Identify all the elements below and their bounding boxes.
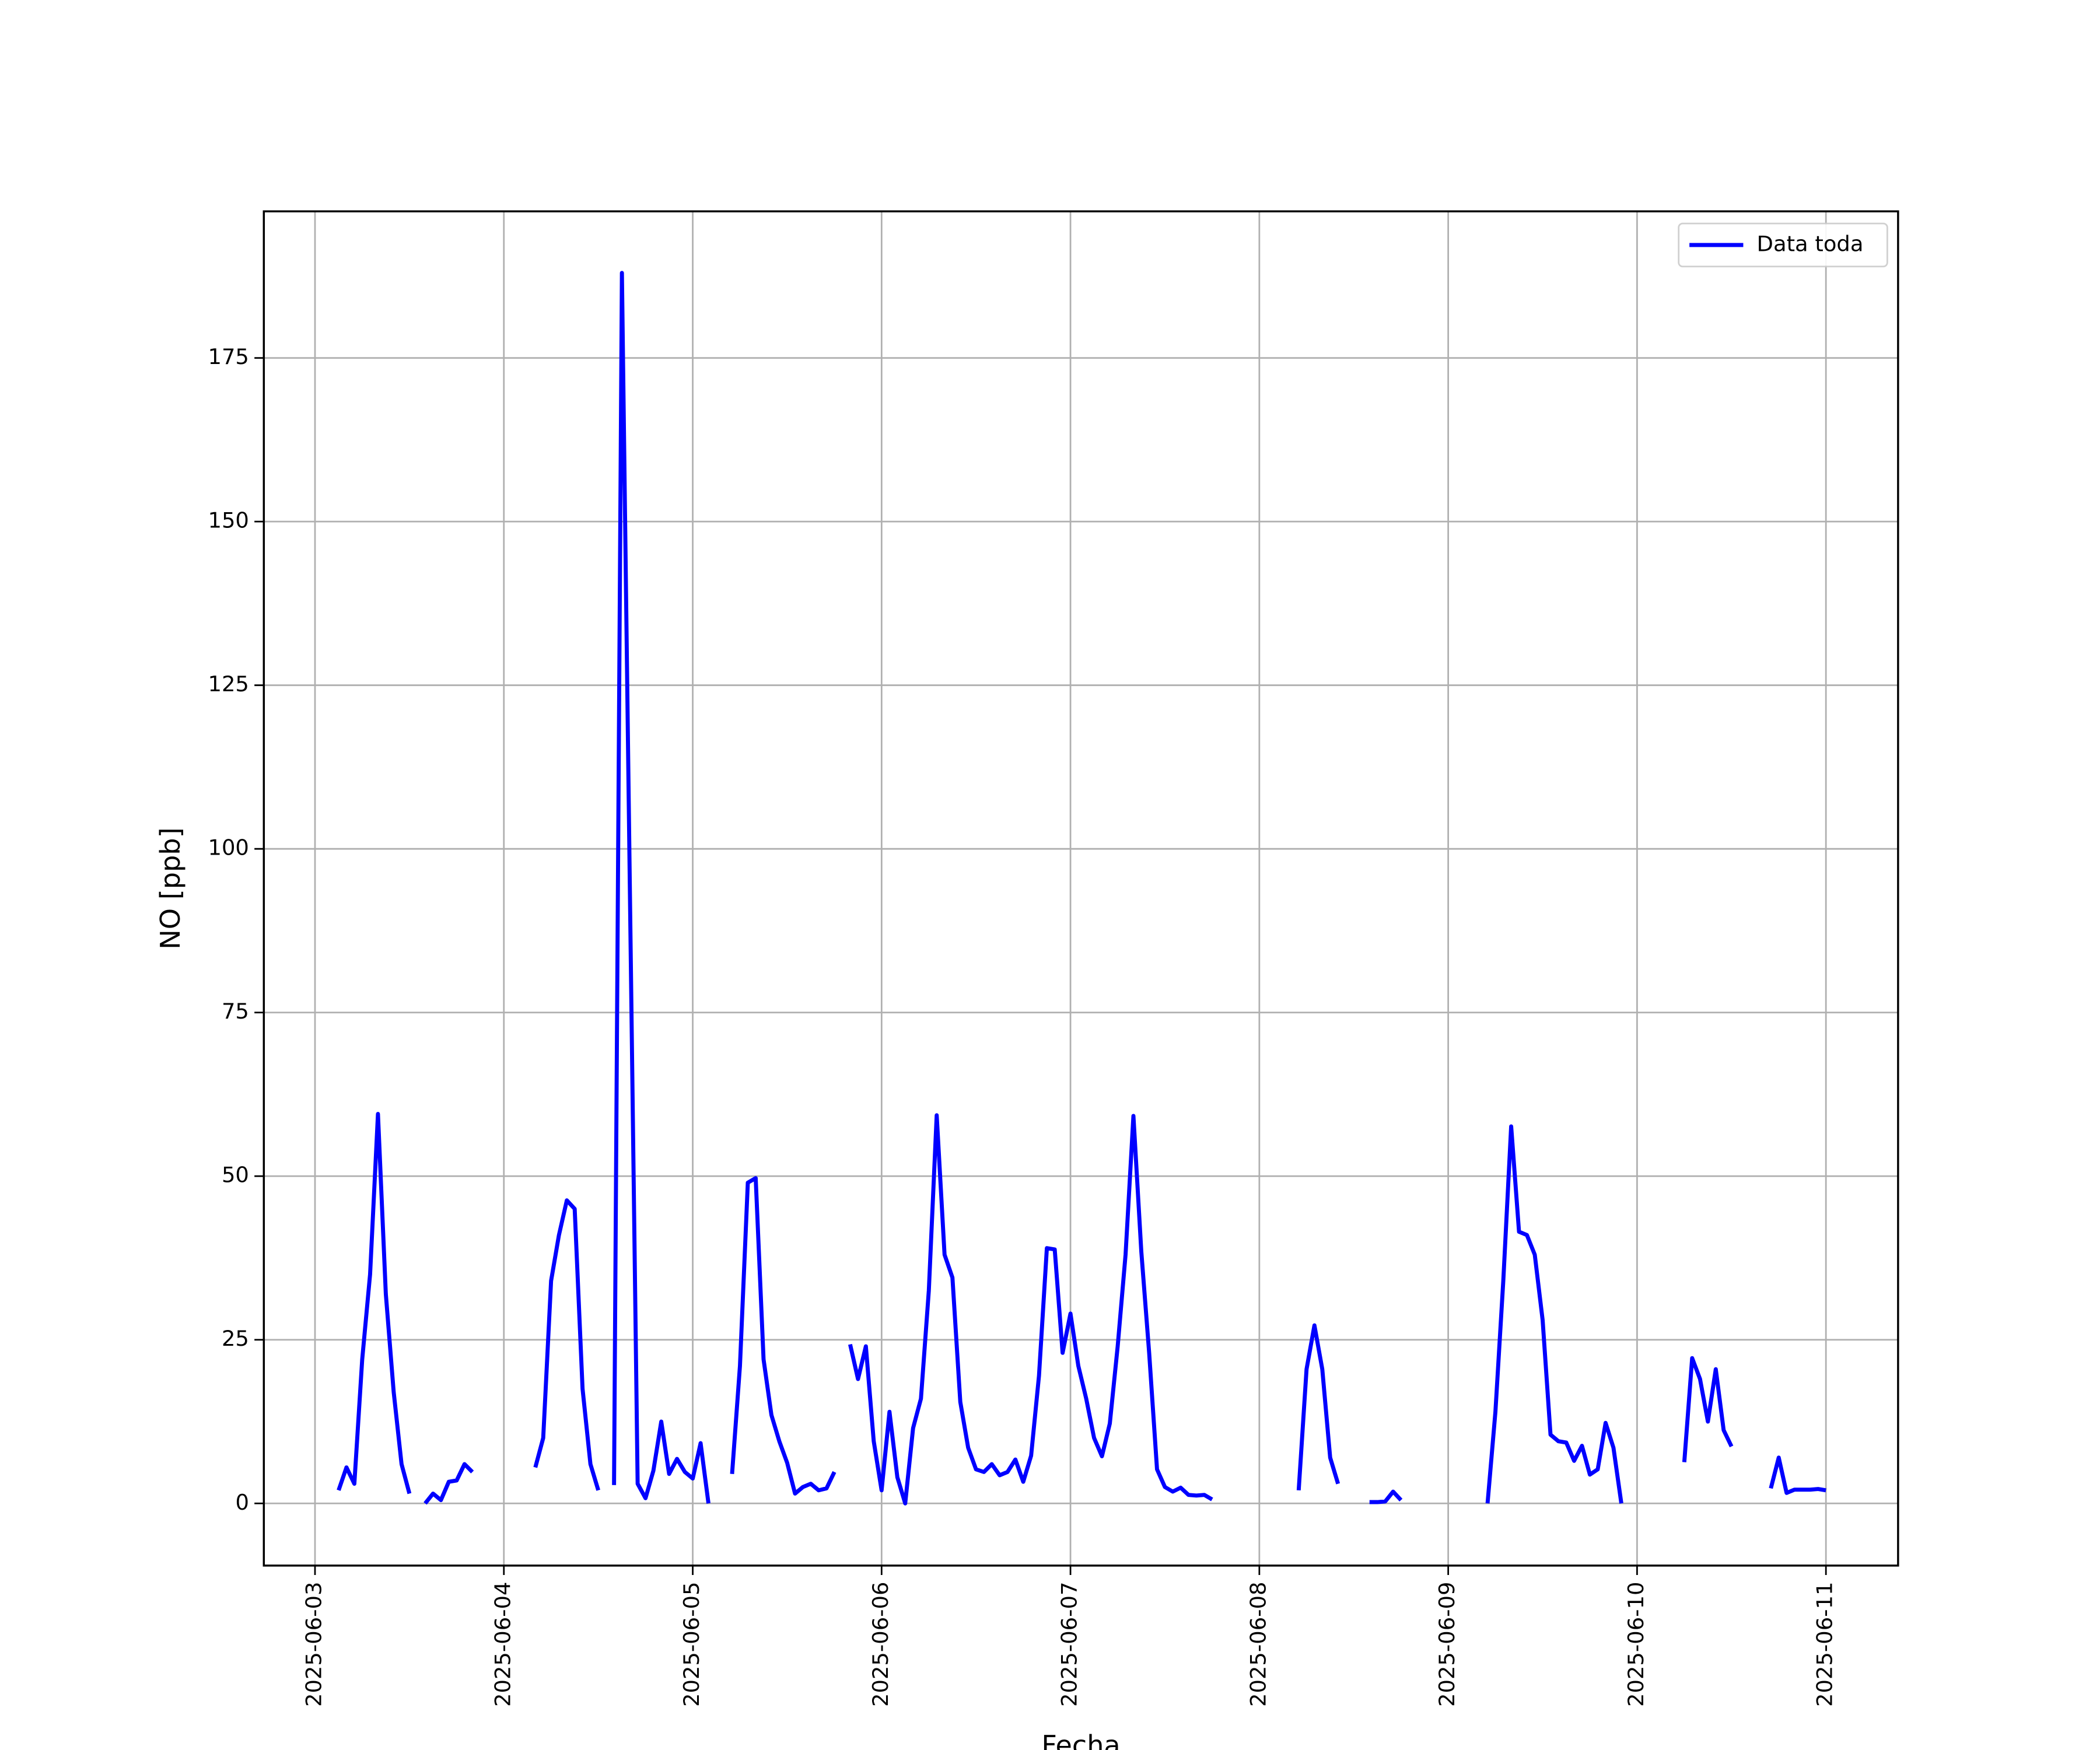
y-axis-label: NO [ppb] bbox=[155, 827, 186, 949]
x-axis-label: Fecha bbox=[1041, 1730, 1120, 1750]
x-tick-label: 2025-06-09 bbox=[1434, 1582, 1460, 1707]
x-tick-label: 2025-06-04 bbox=[490, 1582, 515, 1707]
y-tick-label: 50 bbox=[222, 1163, 249, 1188]
data-line bbox=[337, 271, 1826, 1506]
x-tick-label: 2025-06-08 bbox=[1245, 1582, 1270, 1707]
legend-box bbox=[1678, 222, 1888, 268]
y-tick-label: 0 bbox=[235, 1490, 249, 1515]
legend: Data toda bbox=[1678, 222, 1888, 268]
x-tick-label: 2025-06-03 bbox=[301, 1582, 326, 1707]
x-tick-label: 2025-06-06 bbox=[868, 1582, 893, 1707]
y-tick-label: 125 bbox=[208, 671, 249, 696]
legend-label: Data toda bbox=[1757, 232, 1864, 257]
x-tick-label: 2025-06-11 bbox=[1812, 1582, 1838, 1707]
y-tick-label: 75 bbox=[222, 999, 249, 1024]
x-tick-label: 2025-06-05 bbox=[679, 1582, 704, 1707]
y-tick-label: 25 bbox=[222, 1326, 249, 1351]
y-tick-label: 175 bbox=[208, 344, 249, 369]
x-tick-label: 2025-06-07 bbox=[1057, 1582, 1082, 1707]
x-tick-label: 2025-06-10 bbox=[1623, 1582, 1648, 1707]
plot-frame bbox=[262, 210, 1899, 1567]
y-tick-label: 150 bbox=[208, 508, 249, 533]
y-tick-label: 100 bbox=[208, 835, 249, 860]
